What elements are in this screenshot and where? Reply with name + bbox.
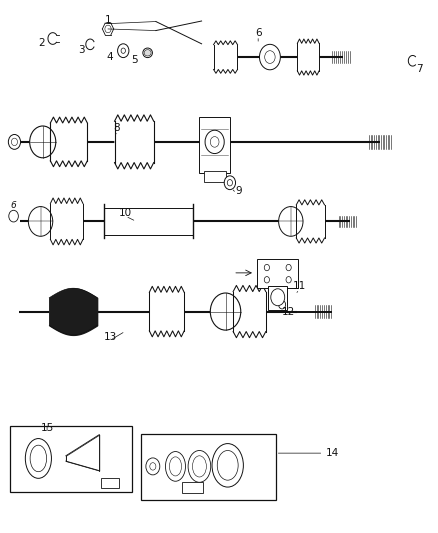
- Circle shape: [279, 207, 303, 236]
- Ellipse shape: [192, 456, 206, 477]
- Text: 12: 12: [282, 306, 295, 317]
- Bar: [182, 482, 203, 494]
- Circle shape: [9, 211, 18, 222]
- Circle shape: [271, 289, 285, 306]
- Circle shape: [210, 136, 219, 147]
- Circle shape: [117, 44, 129, 58]
- Text: 14: 14: [325, 448, 339, 458]
- Circle shape: [259, 44, 280, 70]
- Bar: [104, 208, 193, 235]
- Ellipse shape: [212, 443, 244, 487]
- Bar: [199, 117, 230, 173]
- Text: 15: 15: [40, 423, 54, 433]
- Ellipse shape: [143, 48, 152, 58]
- Circle shape: [28, 207, 53, 236]
- Circle shape: [265, 51, 275, 63]
- Text: 6: 6: [255, 28, 261, 38]
- Bar: [204, 172, 226, 182]
- Bar: [141, 433, 276, 500]
- Circle shape: [286, 264, 291, 271]
- Text: 6: 6: [11, 201, 17, 210]
- Text: 9: 9: [235, 186, 242, 196]
- Circle shape: [286, 277, 291, 283]
- Text: 5: 5: [131, 55, 138, 64]
- Text: 7: 7: [416, 64, 423, 74]
- Bar: [257, 259, 298, 288]
- Ellipse shape: [144, 50, 151, 56]
- Circle shape: [264, 264, 269, 271]
- Circle shape: [205, 130, 224, 154]
- Ellipse shape: [30, 445, 47, 472]
- Text: 13: 13: [103, 332, 117, 342]
- Text: 1: 1: [105, 15, 111, 25]
- Text: 2: 2: [38, 38, 45, 48]
- Circle shape: [227, 180, 233, 186]
- Ellipse shape: [170, 457, 182, 476]
- Circle shape: [279, 301, 286, 309]
- Bar: [268, 286, 287, 310]
- Text: 10: 10: [119, 208, 132, 218]
- Circle shape: [105, 25, 111, 33]
- Circle shape: [121, 48, 125, 53]
- Bar: [10, 425, 132, 492]
- Ellipse shape: [217, 450, 238, 480]
- Text: 3: 3: [78, 45, 85, 55]
- Ellipse shape: [25, 439, 51, 478]
- Circle shape: [264, 277, 269, 283]
- Circle shape: [224, 176, 236, 190]
- Circle shape: [150, 463, 156, 470]
- Bar: [101, 478, 119, 488]
- Text: 8: 8: [113, 123, 120, 133]
- Circle shape: [30, 126, 56, 158]
- Ellipse shape: [188, 450, 211, 482]
- Ellipse shape: [166, 451, 185, 481]
- Text: 11: 11: [293, 281, 306, 291]
- Circle shape: [210, 293, 241, 330]
- Circle shape: [146, 458, 160, 475]
- Circle shape: [11, 138, 18, 146]
- Circle shape: [8, 134, 21, 149]
- Text: 4: 4: [107, 52, 113, 62]
